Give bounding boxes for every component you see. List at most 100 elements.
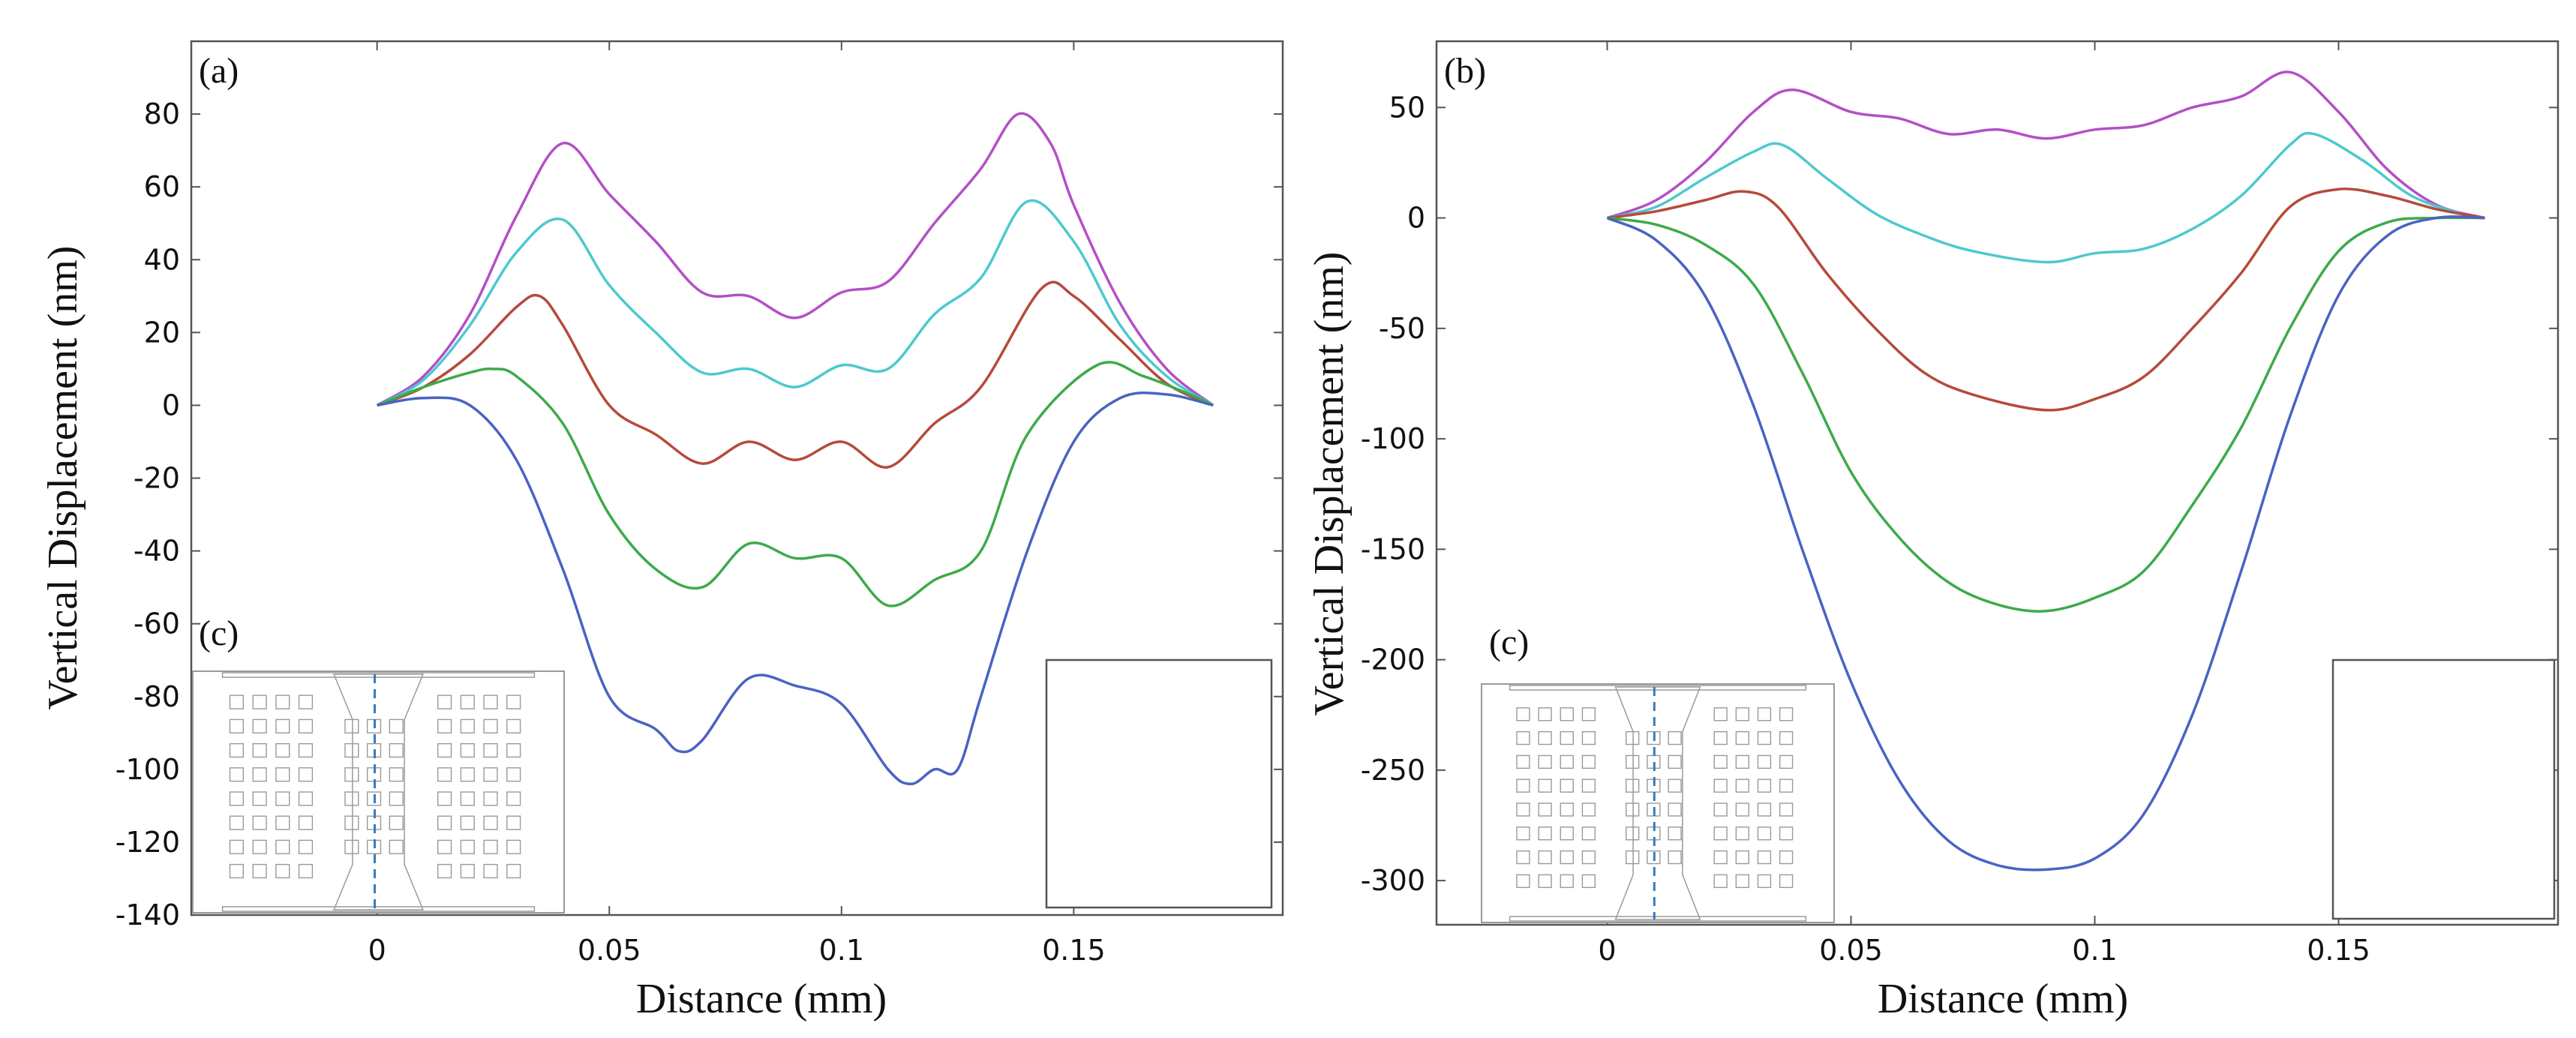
xtick-label: 0.15 [2307,934,2370,967]
inset-square [1581,707,1596,722]
inset-square [437,742,452,758]
panel-b-inset-label: (c) [1489,622,1529,662]
ytick-label: -100 [116,753,180,786]
inset-square [344,791,359,806]
inset-square [229,694,245,710]
inset-square [1779,826,1794,841]
inset-square [252,839,267,854]
panel-a-inset-label: (c) [199,614,239,653]
ytick-label: -250 [1361,754,1425,787]
inset-square [483,839,498,854]
inset-square [1779,730,1794,746]
ytick-label: 0 [1407,202,1425,235]
ytick-label: -60 [134,608,180,640]
inset-square [483,791,498,806]
series-line [1607,216,2485,613]
inset-square [1516,802,1530,817]
inset-square [252,718,267,734]
inset-schematic [1509,685,1807,922]
inset-square [1757,754,1772,770]
inset-square [1625,778,1640,793]
ytick-label: 20 [144,316,180,349]
inset-square [1538,850,1552,865]
inset-square [229,718,245,734]
inset-square [1668,754,1682,770]
inset-square [389,839,404,854]
inset-square [389,791,404,806]
inset-square [1560,730,1574,746]
inset-square [1625,826,1640,841]
panel-b-lines [1606,70,2485,872]
inset-square [275,839,290,854]
inset-square [252,767,267,782]
inset-square [344,767,359,782]
inset-square [1668,826,1682,841]
inset-square [1713,850,1728,865]
inset-square [229,839,245,854]
series-line [376,112,1214,406]
inset-square [460,718,475,734]
inset-square [1560,707,1574,722]
inset-square [298,718,314,734]
inset-square [460,815,475,830]
inset-square [483,718,498,734]
panel-b-frame [1435,40,2559,926]
inset-square [252,815,267,830]
inset-square [252,791,267,806]
ytick-label: -150 [1361,532,1425,566]
inset-square [344,815,359,830]
inset-square [506,718,521,734]
inset-square [506,815,521,830]
inset-square [229,742,245,758]
series-line [1607,131,2485,264]
xtick-label: 0.1 [2072,934,2117,967]
inset-square [1713,802,1728,817]
series-line [1607,188,2485,412]
inset-square [229,863,245,879]
inset-square [460,863,475,879]
inset-square [483,863,498,879]
inset-square [1560,754,1574,770]
inset-square [1735,802,1749,817]
inset-square [1581,826,1596,841]
inset-square [275,742,290,758]
inset-square [389,767,404,782]
inset-square [1668,850,1682,865]
xtick-label: 0 [368,934,386,967]
inset-square [460,694,475,710]
panel-b-legend [2331,658,2556,920]
inset-square [298,815,314,830]
inset-square [229,767,245,782]
inset-square [1779,874,1794,889]
inset-square [1757,874,1772,889]
inset-square [460,742,475,758]
inset-square [1538,874,1552,889]
panel-b-legend-box [2331,658,2556,920]
series-line [1606,70,2485,220]
inset-square [275,718,290,734]
inset-square [437,839,452,854]
panel-a-legend-box [1045,658,1273,909]
inset-square [1625,730,1640,746]
inset-pad [221,672,536,678]
inset-square [1735,850,1749,865]
inset-square [1668,730,1682,746]
inset-square [275,791,290,806]
inset-square [1538,754,1552,770]
ytick-label: -20 [134,462,180,495]
ytick-label: 0 [162,388,180,422]
xtick-label: 0 [1598,934,1616,967]
panel-b: (b) Distance (mm) Vertical Displacement … [1306,40,2559,1022]
inset-square [1581,754,1596,770]
inset-square [1779,850,1794,865]
inset-square [344,742,359,758]
inset-square [229,791,245,806]
inset-square [1560,802,1574,817]
inset-square [506,767,521,782]
inset-square [229,815,245,830]
inset-square [1538,802,1552,817]
inset-square [389,718,404,734]
ytick-label: 80 [144,98,180,130]
inset-square [1538,778,1552,793]
ytick-label: -40 [134,535,180,568]
